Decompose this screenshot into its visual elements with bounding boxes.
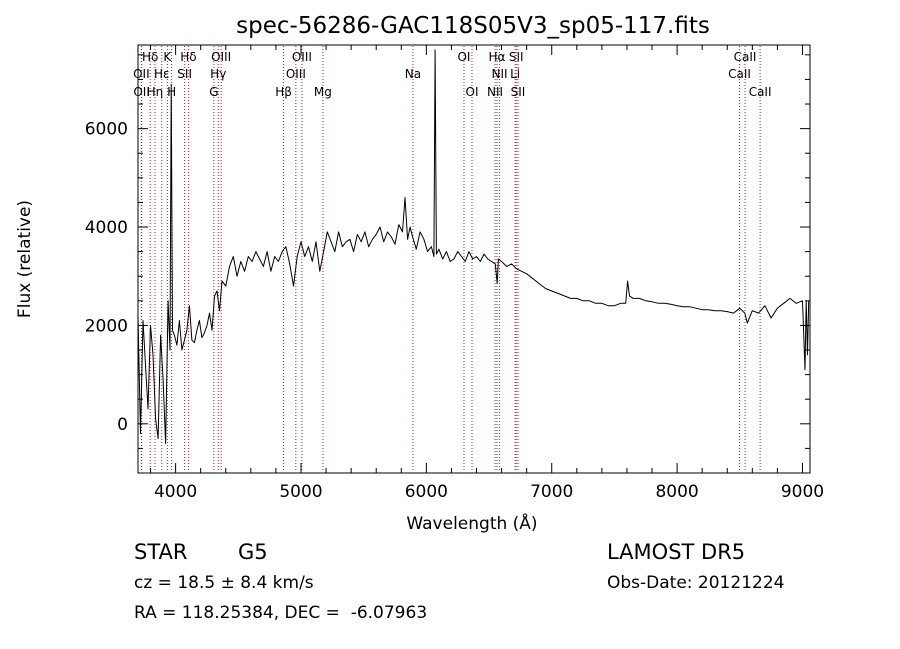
line-label-27: CaII	[749, 85, 772, 99]
object-class: STAR	[134, 540, 188, 564]
line-label-19: Hα	[488, 50, 505, 64]
spectral-subclass: G5	[238, 540, 268, 564]
x-tick-label-4000: 4000	[154, 482, 197, 502]
line-label-16: Na	[405, 67, 421, 81]
x-tick-label-8000: 8000	[655, 482, 698, 502]
x-axis-label: Wavelength (Å)	[406, 512, 537, 534]
y-tick-label-4000: 4000	[85, 218, 128, 238]
line-label-3: Hε	[154, 67, 170, 81]
line-label-4: Hη	[147, 85, 164, 99]
line-label-23: NII	[487, 85, 503, 99]
chart-title: spec-56286-GAC118S05V3_sp05-117.fits	[236, 13, 710, 39]
y-axis-label: Flux (relative)	[15, 200, 35, 318]
line-label-2: OII	[133, 85, 150, 99]
line-label-7: Hδ	[180, 50, 196, 64]
y-tick-label-0: 0	[117, 415, 128, 435]
line-label-10: Hγ	[210, 67, 226, 81]
coordinates: RA = 118.25384, DEC = -6.07963	[134, 603, 428, 623]
spectrum-series	[137, 49, 810, 444]
survey-name: LAMOST DR5	[607, 540, 746, 564]
y-axis: 0 2000 4000 6000	[85, 54, 810, 449]
y-tick-label-2000: 2000	[85, 316, 128, 336]
line-label-12: OIII	[292, 50, 312, 64]
line-label-5: K	[163, 50, 172, 64]
line-label-0: Hδ	[142, 50, 158, 64]
line-label-9: OIII	[211, 50, 231, 64]
line-label-8: SII	[177, 67, 192, 81]
line-label-11: G	[209, 85, 218, 99]
x-axis: 4000 5000 6000 7000 8000 9000	[150, 45, 824, 502]
x-tick-label-6000: 6000	[405, 482, 448, 502]
redshift-value: cz = 18.5 ± 8.4 km/s	[134, 573, 314, 593]
y-tick-label-6000: 6000	[85, 120, 128, 140]
line-label-26: CaII	[728, 67, 751, 81]
line-label-15: Mg	[314, 85, 332, 99]
line-label-22: Li	[510, 67, 520, 81]
line-label-25: CaII	[734, 50, 757, 64]
line-label-14: Hβ	[275, 85, 292, 99]
line-label-24: SII	[511, 85, 526, 99]
x-tick-label-5000: 5000	[279, 482, 322, 502]
line-label-21: NII	[492, 67, 508, 81]
plot-frame	[137, 44, 811, 474]
x-tick-label-9000: 9000	[781, 482, 824, 502]
line-label-20: SII	[509, 50, 524, 64]
spectrum-line	[137, 49, 810, 444]
line-label-13: OIII	[286, 67, 306, 81]
line-label-17: OI	[457, 50, 470, 64]
observation-date: Obs-Date: 20121224	[607, 573, 785, 593]
x-tick-label-7000: 7000	[530, 482, 573, 502]
line-label-18: OI	[466, 85, 479, 99]
